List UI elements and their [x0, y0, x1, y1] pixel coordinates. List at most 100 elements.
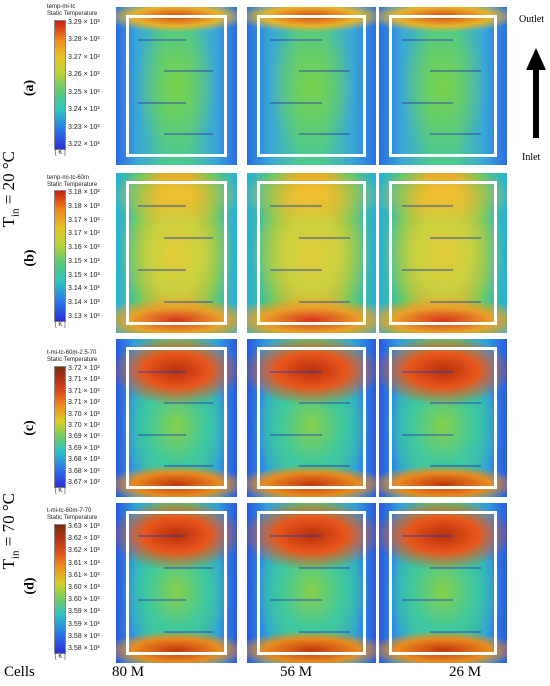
- channel-stripe: [137, 38, 187, 41]
- temperature-label-70: Tin = 70 °C: [0, 493, 21, 569]
- channel-stripe: [402, 38, 454, 41]
- temperature-field-panel: [379, 7, 507, 165]
- colorbar-gradient: [54, 366, 66, 488]
- channel-stripe: [164, 133, 213, 136]
- colorbar-tick-label: 3.18 × 10²: [68, 189, 100, 196]
- temp-value: = 70 °C: [0, 492, 19, 551]
- temp-symbol: T: [0, 217, 19, 228]
- channel-stripe: [137, 433, 187, 436]
- colorbar-tick-label: 3.61 × 10²: [68, 559, 100, 567]
- domain-frame: [257, 181, 366, 325]
- channel-stripe: [430, 70, 482, 73]
- colorbar-gradient: [54, 20, 66, 150]
- colorbar-tick-label: 3.18 × 10²: [68, 202, 100, 210]
- colorbar-tick-label: 3.71 × 10²: [68, 376, 100, 384]
- colorbar-quantity: Static Temperature: [47, 182, 98, 188]
- domain-frame: [125, 14, 228, 158]
- domain-frame: [389, 346, 497, 490]
- channel-stripe: [298, 70, 351, 73]
- colorbar-tick-label: 3.29 × 10²: [68, 19, 100, 26]
- channel-stripe: [298, 237, 351, 239]
- domain-frame: [125, 511, 228, 655]
- colorbar-tick-label: 3.72 × 10²: [68, 365, 100, 372]
- temp-subscript: in: [9, 550, 22, 560]
- channel-stripe: [270, 38, 322, 41]
- channel-stripe: [298, 133, 351, 136]
- colorbar-title: t-mi-tc-60m-7-70 Static Temperature: [47, 508, 97, 522]
- row-label-b: (b): [22, 249, 38, 267]
- channel-stripe: [164, 237, 213, 239]
- colorbar-tick-label: 3.28 × 10²: [68, 36, 100, 44]
- temperature-field-panel: [116, 173, 237, 333]
- colorbar-tick-label: 3.15 × 10²: [68, 257, 100, 265]
- outlet-label: Outlet: [519, 14, 544, 25]
- colorbar-tick-label: 3.22 × 10²: [68, 141, 100, 148]
- domain-frame: [257, 511, 366, 655]
- domain-frame: [125, 346, 228, 490]
- channel-stripe: [298, 301, 351, 303]
- channel-stripe: [402, 535, 454, 537]
- temperature-field-panel: [247, 503, 376, 663]
- channel-stripe: [430, 402, 482, 405]
- colorbar-quantity: Static Temperature: [47, 11, 98, 17]
- colorbar-tick-label: 3.60 × 10²: [68, 596, 100, 604]
- channel-stripe: [430, 301, 482, 303]
- channel-stripe: [430, 237, 482, 239]
- temperature-field-panel: [247, 7, 376, 165]
- channel-stripe: [164, 567, 213, 569]
- colorbar-quantity: Static Temperature: [47, 357, 98, 363]
- domain-frame: [389, 181, 497, 325]
- channel-stripe: [298, 465, 351, 468]
- colorbar-title: t-mi-tc-60m-2.5-70 Static Temperature: [47, 350, 97, 364]
- colorbar-tick-label: 3.60 × 10²: [68, 584, 100, 591]
- colorbar-tick-label: 3.14 × 10²: [68, 285, 100, 293]
- colorbar-tick-label: 3.62 × 10²: [68, 547, 100, 555]
- column-label-26m: 26 M: [449, 664, 482, 680]
- channel-stripe: [137, 599, 187, 601]
- colorbar-title: temp-mi-tc-60m Static Temperature: [47, 175, 97, 189]
- colorbar-unit: [ K ]: [55, 488, 66, 494]
- temp-value: = 20 °C: [0, 150, 19, 209]
- channel-stripe: [270, 535, 322, 537]
- colorbar-tick-label: 3.68 × 10²: [68, 467, 100, 475]
- channel-stripe: [270, 101, 322, 104]
- colorbar-tick-label: 3.61 × 10²: [68, 571, 100, 579]
- colorbar-tick-label: 3.27 × 10²: [68, 53, 100, 61]
- channel-stripe: [270, 370, 322, 373]
- column-label-56m: 56 M: [280, 664, 313, 680]
- temperature-field-panel: [379, 339, 507, 497]
- colorbar-tick-label: 3.59 × 10²: [68, 620, 100, 628]
- colorbar-unit: [ K ]: [55, 654, 66, 660]
- temperature-field-panel: [247, 339, 376, 497]
- colorbar-name: temp-mi-tc-60m: [47, 175, 90, 181]
- channel-stripe: [137, 535, 187, 537]
- channel-stripe: [164, 402, 213, 405]
- colorbar-tick-label: 3.25 × 10²: [68, 88, 100, 96]
- channel-stripe: [270, 433, 322, 436]
- channel-stripe: [298, 631, 351, 633]
- channel-stripe: [270, 205, 322, 207]
- channel-stripe: [137, 205, 187, 207]
- channel-stripe: [164, 631, 213, 633]
- temperature-field-panel: [379, 503, 507, 663]
- channel-stripe: [164, 465, 213, 468]
- channel-stripe: [430, 465, 482, 468]
- colorbar-tick-label: 3.23 × 10²: [68, 123, 100, 131]
- domain-frame: [257, 14, 366, 158]
- colorbar-tick-label: 3.17 × 10²: [68, 230, 100, 238]
- channel-stripe: [270, 269, 322, 271]
- channel-stripe: [137, 101, 187, 104]
- colorbar-tick-label: 3.58 × 10²: [68, 645, 100, 652]
- colorbar-tick-label: 3.59 × 10²: [68, 608, 100, 616]
- colorbar-gradient: [54, 190, 66, 322]
- colorbar-tick-label: 3.14 × 10²: [68, 299, 100, 307]
- colorbar-tick-label: 3.62 × 10²: [68, 535, 100, 543]
- colorbar-quantity: Static Temperature: [47, 515, 98, 521]
- temp-symbol: T: [0, 559, 19, 570]
- domain-frame: [389, 14, 497, 158]
- colorbar-gradient: [54, 524, 66, 654]
- row-label-c: (c): [21, 420, 37, 436]
- row-label-d: (d): [22, 577, 38, 595]
- colorbar-tick-label: 3.16 × 10²: [68, 244, 100, 252]
- colorbar-tick-label: 3.13 × 10²: [68, 313, 100, 320]
